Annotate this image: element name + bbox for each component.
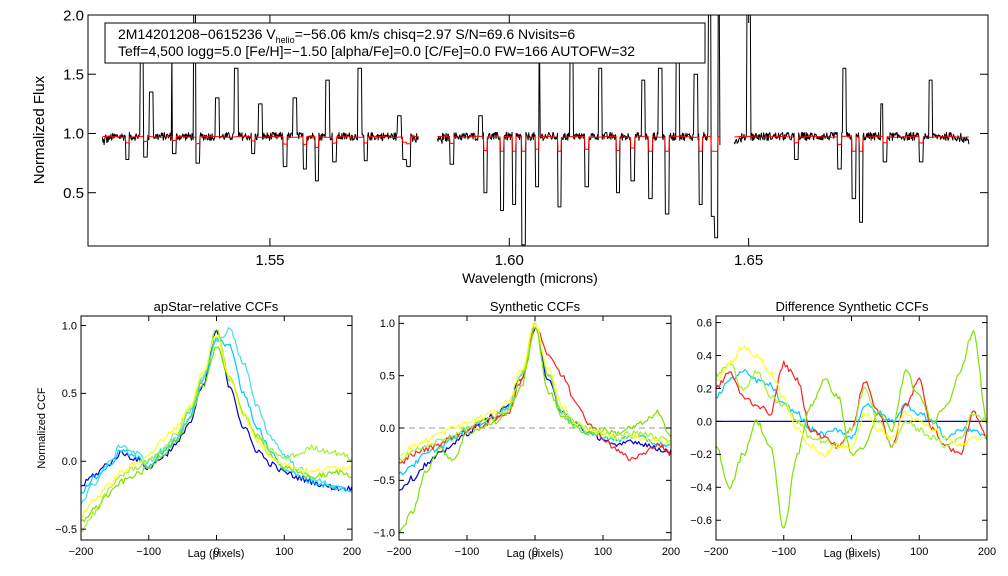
y-tick-label: 1.0 <box>62 320 77 332</box>
ccf-synthetic-ticks: −200 −100 0 100 200 −1.0 −0.5 0.0 0.5 1.0 <box>373 316 680 558</box>
y-tick-label: 0.2 <box>697 383 712 395</box>
ccf-apstar-series-visit-6 <box>81 334 352 518</box>
y-tick-label: 0.0 <box>697 416 712 428</box>
ccf-apstar-series-visit-2 <box>81 336 352 494</box>
x-tick-label: −100 <box>136 546 161 558</box>
ccf-apstar-plot-area <box>81 327 352 533</box>
ccf-synthetic-panel: Synthetic CCFs −200 −100 0 100 200 −1.0 −0.5 0.… <box>373 299 680 560</box>
ccf-difference-series-visit-6 <box>716 345 987 458</box>
y-tick-label: 0.6 <box>697 317 712 329</box>
y-tick-label: 2.0 <box>63 7 84 24</box>
ccf-apstar-axes-frame <box>80 315 353 541</box>
y-tick-label: 0.4 <box>697 350 712 362</box>
x-tick-label: −100 <box>455 546 480 558</box>
ccf-difference-ticks: −200 −100 0 100 200 −0.6 −0.4 −0.2 0.0 0.2 0.4 0.6 <box>690 316 996 558</box>
ccf-apstar-ticks: −200 −100 0 100 200 −0.5 0.0 0.5 1.0 <box>55 316 361 558</box>
annotation-line-1: 2M14201208−0615236 Vhelio=−56.06 km/s ch… <box>118 26 575 45</box>
annotation-line-2: Teff=4,500 logg=5.0 [Fe/H]=−1.50 [alpha/… <box>118 43 635 59</box>
ccf-difference-xlabel: Lag (pixels) <box>824 548 881 560</box>
ccf-synthetic-series-visit-1 <box>399 327 671 492</box>
ccf-apstar-series-visit-4 <box>81 346 352 523</box>
ccf-difference-panel: Difference Synthetic CCFs −200 −100 0 100 20… <box>690 299 996 560</box>
ccf-difference-axes-frame <box>715 315 988 541</box>
x-tick-label: 1.60 <box>495 252 524 269</box>
spectrum-plot-area <box>101 15 970 246</box>
y-tick-label: 0.5 <box>380 371 395 383</box>
y-tick-label: 0.0 <box>380 423 395 435</box>
ccf-synthetic-series-visit-6 <box>399 320 671 457</box>
spectrum-ticks: 1.55 1.60 1.65 0.5 1.0 1.5 2.0 <box>63 7 988 269</box>
ccf-apstar-series-visit-3 <box>81 327 352 505</box>
x-tick-label: 200 <box>343 546 361 558</box>
x-tick-label: 0 <box>213 546 219 558</box>
ccf-difference-series-visit-5 <box>716 362 987 449</box>
y-tick-label: 1.5 <box>63 66 84 83</box>
ccf-apstar-series-visit-1 <box>81 329 352 492</box>
ccf-synthetic-series-visit-3 <box>399 321 671 464</box>
y-tick-label: −0.5 <box>373 475 395 487</box>
x-tick-label: −200 <box>69 546 94 558</box>
x-tick-label: 200 <box>662 546 680 558</box>
y-tick-label: 1.0 <box>380 318 395 330</box>
y-tick-label: 0.5 <box>63 185 84 202</box>
annotation-line1-suffix: =−56.06 km/s chisq=2.97 S/N=69.6 Nvisits… <box>295 26 576 42</box>
y-tick-label: 0.0 <box>62 456 77 468</box>
observed-spectrum-chip-2 <box>436 15 721 246</box>
ccf-apstar-xlabel: Lag (pixels) <box>188 548 245 560</box>
ccf-apstar-series-visit-5 <box>81 329 352 533</box>
x-tick-label: 200 <box>978 546 996 558</box>
ccf-difference-plot-area <box>716 329 987 529</box>
x-tick-label: 1.55 <box>255 252 284 269</box>
ccf-apstar-title: apStar−relative CCFs <box>154 299 279 314</box>
y-tick-label: −1.0 <box>373 528 395 540</box>
spectrum-panel: 1.55 1.60 1.65 0.5 1.0 1.5 2.0 2M14201208−0615… <box>31 7 989 286</box>
spectrum-ylabel: Normalized Flux <box>31 75 48 184</box>
ccf-difference-series-visit-4 <box>716 329 987 529</box>
y-tick-label: −0.6 <box>690 515 712 527</box>
y-tick-label: 0.5 <box>62 388 77 400</box>
x-tick-label: −200 <box>387 546 412 558</box>
ccf-apstar-ylabel: Normalized CCF <box>36 387 48 469</box>
y-tick-label: −0.2 <box>690 449 712 461</box>
ccf-difference-title: Difference Synthetic CCFs <box>776 299 929 314</box>
x-tick-label: −100 <box>771 546 796 558</box>
ccf-synthetic-series-visit-4 <box>399 326 671 535</box>
y-tick-label: −0.4 <box>690 482 712 494</box>
ccf-apstar-panel: apStar−relative CCFs −200 −100 0 100 200 −0.5… <box>36 299 361 560</box>
x-tick-label: 1.65 <box>734 252 763 269</box>
spectrum-annotation: 2M14201208−0615236 Vhelio=−56.06 km/s ch… <box>104 22 706 64</box>
y-tick-label: 1.0 <box>63 126 84 143</box>
x-tick-label: 100 <box>594 546 612 558</box>
x-tick-label: −200 <box>704 546 729 558</box>
observed-spectrum-chip-3 <box>733 15 970 223</box>
x-tick-label: 0 <box>532 546 538 558</box>
y-tick-label: −0.5 <box>55 524 77 536</box>
ccf-synthetic-plot-area <box>399 320 671 535</box>
annotation-line1-sub: helio <box>276 35 295 45</box>
ccf-synthetic-series-visit-2 <box>399 326 671 476</box>
ccf-synthetic-title: Synthetic CCFs <box>490 299 581 314</box>
x-tick-label: 100 <box>910 546 928 558</box>
model-spectrum-chip-3 <box>734 135 969 152</box>
x-tick-label: 0 <box>848 546 854 558</box>
spectrum-xlabel: Wavelength (microns) <box>462 270 598 286</box>
x-tick-label: 100 <box>275 546 293 558</box>
annotation-box <box>104 22 706 64</box>
spectrum-axes-frame <box>87 14 989 247</box>
observed-spectrum-chip-1 <box>101 15 419 182</box>
ccf-synthetic-xlabel: Lag (pixels) <box>507 548 564 560</box>
model-spectrum-chip-2 <box>437 135 720 152</box>
annotation-line1-prefix: 2M14201208−0615236 V <box>118 26 276 42</box>
model-spectrum-chip-1 <box>102 135 419 149</box>
